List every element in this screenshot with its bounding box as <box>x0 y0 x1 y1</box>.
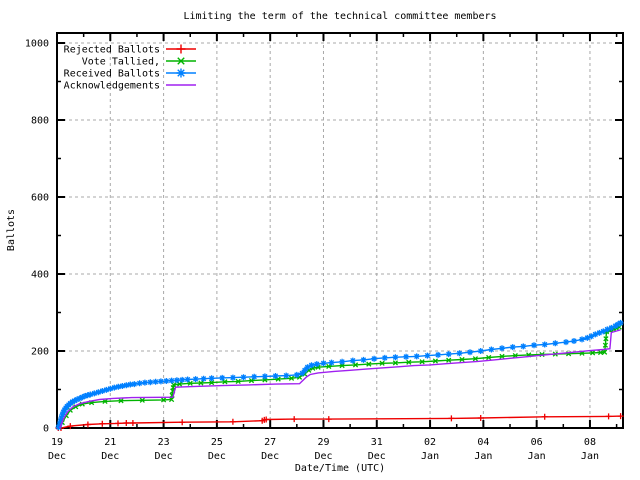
x-tick-label-day: 06 <box>531 437 543 448</box>
x-tick-labels: 19 Dec 21 Dec 23 Dec 25 Dec 27 Dec 29 Dec 31 Dec 02 Jan… <box>48 437 599 462</box>
x-tick-label-day: 04 <box>477 437 489 448</box>
x-tick-label-day: 23 <box>158 437 170 448</box>
legend-entry: Acknowledgements <box>64 81 196 92</box>
x-tick-label-day: 25 <box>211 437 223 448</box>
chart-title: Limiting the term of the technical commi… <box>183 11 496 22</box>
y-tick-label: 600 <box>31 193 49 204</box>
data-series <box>55 319 624 431</box>
x-tick-label-month: Jan <box>474 451 492 462</box>
x-tick-label-day: 19 <box>51 437 63 448</box>
x-tick-label-month: Jan <box>528 451 546 462</box>
legend-label: Vote Tallied, <box>82 57 160 68</box>
x-tick-label-month: Dec <box>314 451 332 462</box>
x-tick-label-month: Jan <box>421 451 439 462</box>
y-tick-label: 800 <box>31 116 49 127</box>
grid-lines <box>57 33 623 428</box>
legend-entry: Vote Tallied, <box>82 57 196 68</box>
x-tick-label-day: 02 <box>424 437 436 448</box>
legend-entry: Received Ballots <box>64 68 196 80</box>
legend-label: Received Ballots <box>64 69 160 80</box>
x-axis-title: Date/Time (UTC) <box>295 463 385 474</box>
x-tick-label-month: Dec <box>101 451 119 462</box>
series-markers-star <box>55 319 624 431</box>
x-tick-label-month: Dec <box>208 451 226 462</box>
series-vote-tallied <box>59 324 622 426</box>
x-tick-label-day: 21 <box>104 437 116 448</box>
series-received-ballots <box>55 319 624 431</box>
x-tick-label-month: Dec <box>368 451 386 462</box>
y-tick-label: 1000 <box>25 39 49 50</box>
series-acknowledgements <box>59 329 621 429</box>
x-tick-label-month: Dec <box>155 451 173 462</box>
x-tick-label-day: 27 <box>264 437 276 448</box>
axis-ticks <box>56 33 623 429</box>
y-tick-labels: 0 200 400 600 800 1000 <box>25 39 49 435</box>
legend-label: Rejected Ballots <box>64 45 160 56</box>
legend-sample-marker <box>176 68 186 78</box>
legend-entry: Rejected Ballots <box>64 44 196 56</box>
y-axis-title: Ballots <box>6 209 17 251</box>
x-tick-label-day: 31 <box>371 437 383 448</box>
series-line <box>59 329 621 429</box>
series-line <box>61 326 620 423</box>
y-tick-label: 0 <box>43 424 49 435</box>
series-markers-cross <box>59 324 622 426</box>
legend-sample-marker <box>176 44 186 54</box>
legend-label: Acknowledgements <box>64 81 160 92</box>
plot-border <box>56 32 624 429</box>
x-tick-label-day: 08 <box>584 437 596 448</box>
x-tick-label-month: Jan <box>581 451 599 462</box>
y-tick-label: 200 <box>31 347 49 358</box>
x-tick-label-month: Dec <box>48 451 66 462</box>
x-tick-label-day: 29 <box>317 437 329 448</box>
legend-sample-marker <box>177 57 185 65</box>
y-tick-label: 400 <box>31 270 49 281</box>
x-tick-label-month: Dec <box>261 451 279 462</box>
